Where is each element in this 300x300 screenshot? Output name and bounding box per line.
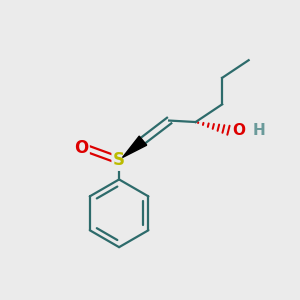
Polygon shape: [122, 136, 147, 158]
Text: O: O: [74, 139, 88, 157]
Text: O: O: [232, 123, 245, 138]
Text: S: S: [113, 151, 125, 169]
Text: H: H: [253, 123, 266, 138]
